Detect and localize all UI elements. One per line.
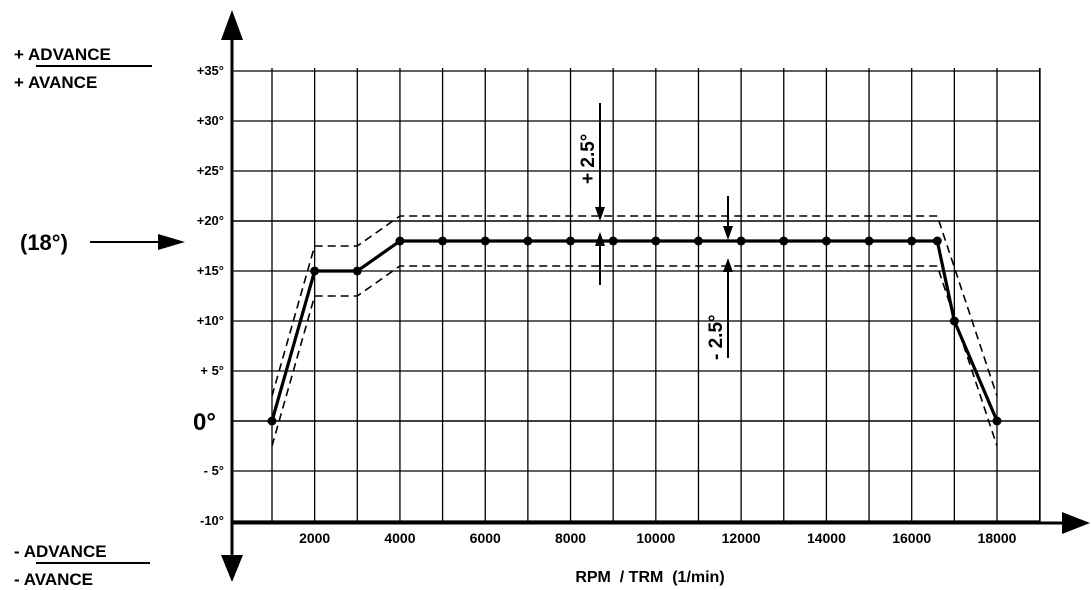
data-point	[566, 236, 576, 246]
plus-tol-arrow-up	[595, 232, 605, 246]
data-point	[352, 266, 362, 276]
grid	[232, 68, 1041, 523]
y-tick-label: +20°	[197, 213, 224, 228]
y-tick-label: +30°	[197, 113, 224, 128]
data-point	[267, 416, 277, 426]
data-point	[821, 236, 831, 246]
series-line	[270, 239, 999, 422]
reference-arrow-head	[158, 234, 185, 250]
advance-series	[267, 236, 1002, 426]
x-tick-label: 8000	[555, 530, 586, 546]
data-point	[693, 236, 703, 246]
x-tick-label: 16000	[892, 530, 931, 546]
minus-tol-arrow-down	[723, 226, 733, 240]
data-point	[310, 266, 320, 276]
x-tick-label: 6000	[470, 530, 501, 546]
y-tick-label: -10°	[200, 513, 224, 528]
x-tick-label: 4000	[384, 530, 415, 546]
data-point	[395, 236, 405, 246]
y-tick-labels: +35° +30° +25° +20° +15° +10° + 5° 0° - 5° -10°	[193, 63, 224, 528]
data-point	[651, 236, 661, 246]
data-point	[932, 236, 942, 246]
data-point	[949, 316, 959, 326]
data-point	[736, 236, 746, 246]
top-advance-label-fr: + AVANCE	[14, 73, 97, 92]
plus-tolerance-annotation: + 2.5°	[578, 103, 605, 285]
x-tick-label: 18000	[978, 530, 1017, 546]
y-tick-label: - 5°	[204, 463, 224, 478]
data-point	[907, 236, 917, 246]
x-tick-label: 14000	[807, 530, 846, 546]
data-point	[438, 236, 448, 246]
y-axis-arrow-down	[221, 555, 243, 582]
y-tick-label: +15°	[197, 263, 224, 278]
minus-tolerance-annotation: - 2.5°	[706, 196, 733, 360]
y-tick-label: +25°	[197, 163, 224, 178]
data-point	[864, 236, 874, 246]
y-tick-label: 0°	[193, 409, 216, 436]
plus-tol-arrow-down	[595, 207, 605, 221]
x-tick-label: 12000	[722, 530, 761, 546]
x-tick-label: 2000	[299, 530, 330, 546]
y-tick-label: + 5°	[200, 363, 224, 378]
tolerance-lower	[271, 265, 998, 447]
axes	[221, 10, 1090, 582]
data-point	[480, 236, 490, 246]
x-axis-label: RPM / TRM (1/min)	[575, 569, 724, 586]
y-tick-label: +10°	[197, 313, 224, 328]
tolerance-bands	[271, 215, 998, 447]
data-point	[523, 236, 533, 246]
bottom-advance-label-en: - ADVANCE	[14, 542, 107, 561]
tolerance-upper	[271, 215, 998, 397]
data-point	[992, 416, 1002, 426]
minus-tol-arrow-up	[723, 258, 733, 272]
x-tick-label: 10000	[636, 530, 675, 546]
plus-tol-label: + 2.5°	[578, 134, 599, 184]
x-axis-arrow	[1062, 512, 1090, 534]
bottom-advance-label-fr: - AVANCE	[14, 570, 93, 589]
reference-angle-label: (18°)	[20, 230, 68, 255]
minus-tol-label: - 2.5°	[706, 314, 727, 360]
data-point	[608, 236, 618, 246]
top-advance-label-en: + ADVANCE	[14, 45, 111, 64]
y-axis-arrow-up	[221, 10, 243, 40]
data-point	[779, 236, 789, 246]
x-tick-labels: 2000 4000 6000 8000 10000 12000 14000 16000 1800…	[299, 530, 1017, 546]
y-tick-label: +35°	[197, 63, 224, 78]
